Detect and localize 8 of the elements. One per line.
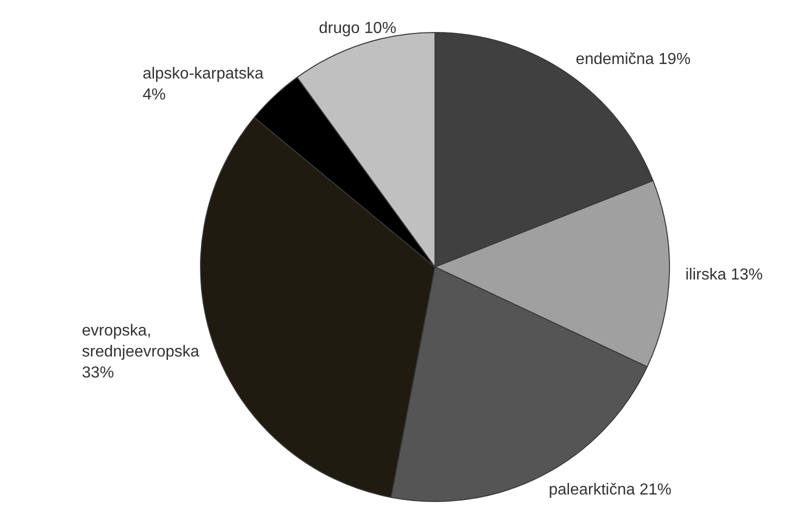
slice-label: alpsko-karpatska [142, 65, 264, 82]
data-label: 4% [142, 86, 166, 104]
data-label: 33% [82, 364, 114, 382]
slice-label: drugo 10% [318, 20, 396, 38]
slice-label: ilirska 13% [685, 266, 763, 284]
slice-label: endemična 19% [576, 51, 691, 68]
slice-label: evropska, srednjeevropska [82, 322, 200, 360]
slice-label: palearktična 21% [548, 482, 672, 499]
